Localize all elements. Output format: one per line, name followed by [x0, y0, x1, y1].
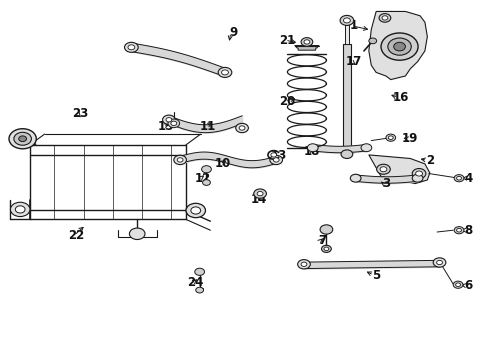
- Circle shape: [190, 207, 200, 214]
- Circle shape: [201, 166, 211, 173]
- Circle shape: [378, 14, 390, 22]
- Text: 12: 12: [195, 172, 211, 185]
- Circle shape: [301, 262, 306, 266]
- Text: 11: 11: [200, 120, 216, 133]
- Circle shape: [415, 171, 422, 176]
- Circle shape: [14, 132, 31, 145]
- Circle shape: [452, 281, 462, 288]
- Circle shape: [15, 206, 25, 213]
- Circle shape: [321, 245, 330, 252]
- Circle shape: [360, 144, 371, 152]
- Circle shape: [235, 123, 248, 133]
- Text: 5: 5: [371, 269, 380, 282]
- Circle shape: [453, 226, 463, 234]
- Circle shape: [185, 203, 205, 218]
- Text: 4: 4: [464, 172, 472, 185]
- Circle shape: [320, 225, 332, 234]
- Text: 15: 15: [157, 120, 173, 133]
- Circle shape: [19, 136, 26, 141]
- Circle shape: [297, 260, 310, 269]
- Circle shape: [301, 38, 312, 46]
- Circle shape: [124, 42, 138, 52]
- Text: 19: 19: [401, 132, 418, 145]
- Text: 9: 9: [229, 26, 237, 39]
- Text: 21: 21: [279, 33, 295, 47]
- Circle shape: [273, 158, 279, 162]
- Circle shape: [324, 247, 328, 251]
- Circle shape: [195, 287, 203, 293]
- Text: 17: 17: [346, 55, 362, 68]
- Circle shape: [269, 155, 282, 165]
- Bar: [342, 44, 350, 151]
- Circle shape: [253, 189, 266, 198]
- Text: 16: 16: [391, 91, 408, 104]
- Circle shape: [379, 167, 386, 172]
- Circle shape: [411, 168, 425, 179]
- Circle shape: [239, 126, 244, 130]
- Bar: [344, 23, 348, 44]
- Text: 22: 22: [68, 229, 84, 242]
- Circle shape: [257, 192, 263, 196]
- Circle shape: [368, 38, 376, 44]
- Text: 13: 13: [270, 149, 286, 162]
- Text: 8: 8: [464, 224, 472, 237]
- Circle shape: [385, 134, 395, 141]
- Text: 18: 18: [303, 145, 319, 158]
- Circle shape: [339, 15, 353, 26]
- Circle shape: [177, 158, 183, 162]
- Circle shape: [456, 176, 461, 180]
- Circle shape: [307, 144, 318, 152]
- Circle shape: [9, 129, 36, 149]
- Circle shape: [456, 228, 461, 232]
- Circle shape: [167, 119, 179, 128]
- Text: 24: 24: [187, 276, 203, 289]
- Polygon shape: [368, 155, 429, 184]
- Circle shape: [162, 115, 175, 125]
- Circle shape: [393, 42, 405, 51]
- Text: 2: 2: [425, 154, 433, 167]
- Circle shape: [381, 16, 387, 20]
- Text: 7: 7: [318, 234, 326, 247]
- Circle shape: [173, 155, 186, 165]
- Polygon shape: [368, 12, 427, 80]
- Circle shape: [194, 268, 204, 275]
- Circle shape: [432, 258, 445, 267]
- Circle shape: [221, 70, 228, 75]
- Circle shape: [129, 228, 145, 239]
- Circle shape: [343, 18, 349, 23]
- Circle shape: [304, 40, 309, 44]
- Text: 10: 10: [214, 157, 230, 170]
- Text: 23: 23: [72, 107, 88, 120]
- Circle shape: [387, 38, 410, 55]
- Circle shape: [387, 136, 392, 139]
- Text: 14: 14: [250, 193, 267, 206]
- Text: 1: 1: [349, 19, 358, 32]
- Circle shape: [411, 174, 422, 182]
- Circle shape: [349, 174, 360, 182]
- Text: 3: 3: [381, 177, 389, 190]
- Circle shape: [218, 67, 231, 77]
- Circle shape: [270, 153, 276, 157]
- Circle shape: [455, 283, 460, 287]
- Circle shape: [453, 175, 463, 182]
- Circle shape: [10, 202, 30, 217]
- Text: 20: 20: [279, 95, 295, 108]
- Circle shape: [165, 118, 171, 122]
- Circle shape: [202, 180, 210, 185]
- Circle shape: [380, 33, 417, 60]
- Polygon shape: [294, 45, 319, 50]
- Text: 6: 6: [464, 279, 472, 292]
- Circle shape: [436, 260, 442, 265]
- Circle shape: [376, 164, 389, 174]
- Circle shape: [340, 150, 352, 158]
- Circle shape: [170, 121, 176, 126]
- Circle shape: [128, 45, 135, 50]
